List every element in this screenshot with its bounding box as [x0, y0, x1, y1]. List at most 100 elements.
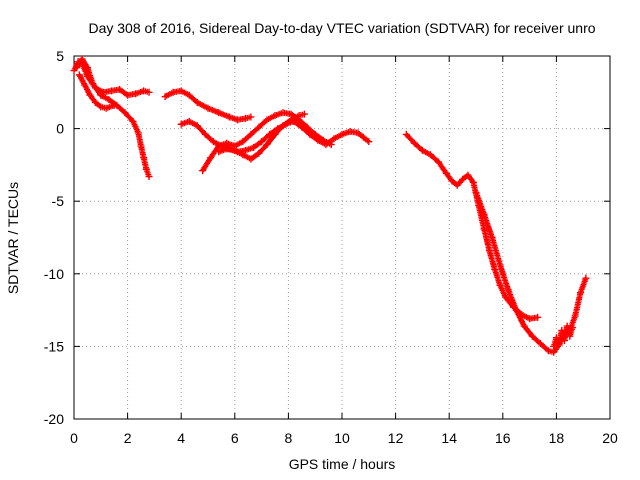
data-point-fill — [244, 114, 253, 121]
data-point-fill — [241, 132, 253, 144]
data-point-fill — [520, 312, 531, 321]
data-point-fill — [257, 118, 269, 129]
x-tick-label: 12 — [388, 430, 404, 446]
data-point-fill — [135, 131, 144, 148]
x-tick-label: 20 — [602, 430, 618, 446]
data-point-fill — [421, 148, 432, 157]
data-point-fill — [356, 131, 366, 140]
data-point-fill — [460, 173, 470, 182]
data-point-fill — [142, 88, 151, 95]
data-point-fill — [249, 125, 261, 137]
data-point — [145, 88, 153, 96]
data-point-fill — [332, 132, 344, 141]
data-point-fill — [203, 132, 215, 144]
data-point-fill — [88, 93, 98, 104]
x-tick-label: 10 — [334, 430, 350, 446]
data-point-fill — [486, 249, 498, 271]
x-tick-label: 14 — [441, 430, 457, 446]
data-point-fill — [257, 142, 269, 155]
data-point-fill — [530, 334, 542, 346]
data-point-fill — [123, 110, 135, 124]
grid — [74, 56, 610, 419]
data-point — [145, 173, 153, 181]
data-point-fill — [297, 111, 306, 118]
data-point — [582, 274, 590, 282]
data-point-fill — [455, 177, 465, 187]
data-point-fill — [547, 348, 555, 355]
data-point-fill — [497, 263, 511, 292]
data-point-fill — [522, 324, 535, 338]
data-point-fill — [187, 93, 199, 105]
chart-title: Day 308 of 2016, Sidereal Day-to-day VTE… — [88, 20, 595, 36]
data-point-fill — [412, 141, 425, 153]
y-tick-label: 5 — [56, 48, 64, 64]
x-axis-label: GPS time / hours — [289, 456, 396, 472]
data-point — [231, 146, 239, 154]
data-point-fill — [497, 284, 508, 299]
y-tick-label: 0 — [56, 121, 64, 137]
y-tick-label: -5 — [52, 193, 65, 209]
y-tick-label: -10 — [44, 266, 64, 282]
data-point-fill — [305, 125, 317, 137]
x-tick-label: 18 — [549, 430, 565, 446]
data-point-fill — [466, 173, 476, 184]
data-point-fill — [77, 73, 87, 87]
data-point-fill — [289, 113, 301, 122]
x-tick-label: 4 — [177, 430, 185, 446]
data-point — [239, 151, 247, 159]
data-point-fill — [361, 135, 371, 144]
data-point-fill — [572, 291, 584, 318]
data-point — [97, 91, 105, 99]
data-point-fill — [249, 151, 261, 162]
data-point — [247, 113, 255, 121]
y-tick-label: -15 — [44, 338, 64, 354]
data-point-fill — [481, 212, 495, 239]
data-point — [365, 138, 373, 146]
data-point-fill — [473, 191, 487, 216]
x-tick-label: 0 — [70, 430, 78, 446]
data-point-fill — [233, 139, 245, 149]
data-point — [215, 109, 223, 117]
data-point — [110, 101, 118, 109]
data-point-fill — [450, 179, 459, 188]
data-point — [263, 116, 271, 124]
data-point-fill — [141, 156, 149, 171]
data-point — [287, 116, 295, 124]
data-point-fill — [195, 100, 210, 111]
data-point-fill — [292, 119, 304, 130]
data-point-fill — [187, 119, 199, 128]
data-point-fill — [538, 341, 550, 353]
data-point-fill — [99, 104, 108, 111]
data-point-fill — [251, 139, 264, 150]
series-arc-10 — [550, 322, 576, 350]
data-point-fill — [300, 125, 312, 137]
data-point — [568, 324, 576, 332]
data-point — [185, 117, 193, 125]
data-point-fill — [259, 132, 272, 144]
data-point-fill — [82, 83, 93, 97]
data-point — [319, 136, 327, 144]
data-point — [418, 146, 426, 154]
data-point-fill — [281, 117, 293, 128]
data-point — [327, 141, 335, 149]
data-point-fill — [99, 93, 111, 102]
data-point-fill — [179, 88, 191, 98]
data-point-fill — [200, 156, 213, 173]
data-point-fill — [195, 123, 208, 137]
x-tick-label: 2 — [124, 430, 132, 446]
data-point-fill — [321, 138, 333, 147]
data-point-fill — [505, 288, 519, 312]
data-point — [161, 93, 169, 101]
data-point — [534, 313, 542, 321]
data-point-fill — [265, 132, 277, 147]
data-point — [330, 135, 338, 143]
series-arc-6 — [199, 109, 335, 175]
data-marks — [70, 55, 590, 356]
data-point — [209, 138, 217, 146]
data-point-fill — [268, 126, 280, 137]
series-arc-3 — [75, 71, 118, 112]
data-point-fill — [233, 148, 245, 157]
data-point-fill — [90, 82, 103, 97]
series-arc-4 — [161, 87, 255, 124]
